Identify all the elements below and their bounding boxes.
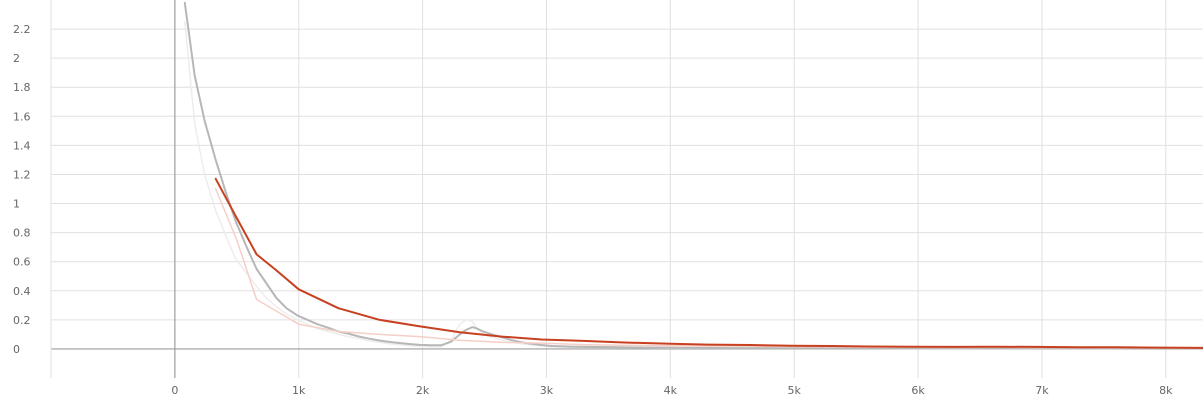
y-tick-label-5: 1 [13, 198, 20, 211]
x-tick-label-1: 1k [292, 384, 306, 397]
x-tick-labels: 0 1k 2k 3k 4k 5k 6k 7k 8k [171, 384, 1173, 397]
x-tick-label-6: 6k [911, 384, 925, 397]
x-tick-label-3: 3k [540, 384, 554, 397]
y-tick-label-10: 2 [13, 52, 20, 65]
series-lines [183, 1, 1203, 350]
y-tick-label-1: 0.2 [13, 314, 31, 327]
y-tick-label-8: 1.6 [13, 110, 31, 123]
y-tick-labels: 0 0.2 0.4 0.6 0.8 1 1.2 1.4 1.6 1.8 2 2.2 [13, 23, 31, 356]
y-tick-label-2: 0.4 [13, 285, 31, 298]
grid-lines [51, 0, 1203, 378]
series-line-raw-red [214, 188, 1203, 349]
y-tick-label-3: 0.6 [13, 256, 31, 269]
x-tick-label-0: 0 [171, 384, 178, 397]
series-line-raw-gray [184, 21, 1203, 350]
y-tick-label-6: 1.2 [13, 168, 31, 181]
y-tick-label-4: 0.8 [13, 227, 31, 240]
y-tick-label-7: 1.4 [13, 139, 31, 152]
x-tick-label-2: 2k [416, 384, 430, 397]
x-tick-label-4: 4k [664, 384, 678, 397]
y-tick-label-0: 0 [13, 343, 20, 356]
x-tick-label-5: 5k [788, 384, 802, 397]
x-tick-label-8: 8k [1159, 384, 1173, 397]
y-tick-label-11: 2.2 [13, 23, 31, 36]
series-line-smooth-gray [183, 1, 1203, 350]
y-tick-label-9: 1.8 [13, 81, 31, 94]
series-line-smooth-red [214, 177, 1203, 349]
x-tick-label-7: 7k [1035, 384, 1049, 397]
